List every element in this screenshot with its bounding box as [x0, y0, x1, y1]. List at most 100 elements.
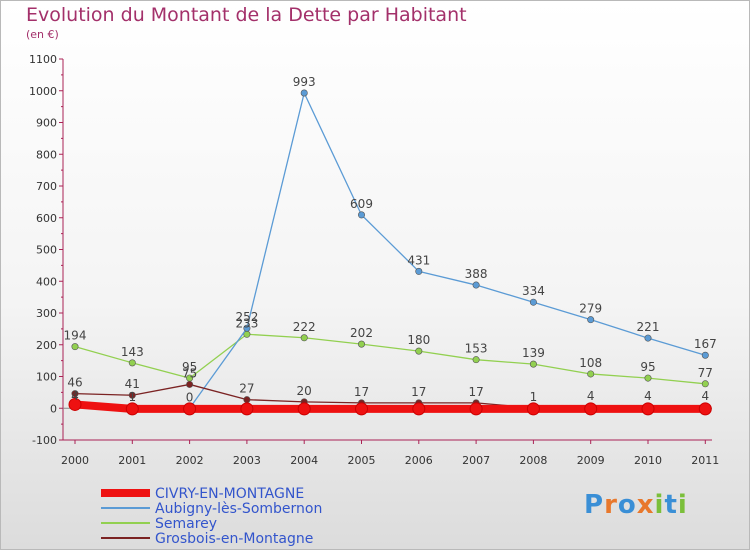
data-label: 77 [698, 366, 713, 380]
y-tick-label: 1100 [29, 53, 57, 66]
data-label: 252 [235, 310, 258, 324]
x-tick-label: 2007 [462, 454, 490, 467]
data-point-1 [587, 316, 595, 324]
data-point-2 [529, 360, 537, 368]
data-label: 143 [121, 345, 144, 359]
data-point-0 [183, 402, 197, 416]
y-tick-label: 1000 [29, 85, 57, 98]
data-point-1 [701, 351, 709, 359]
data-label: 41 [125, 377, 140, 391]
data-point-1 [472, 281, 480, 289]
data-label: 20 [297, 384, 312, 398]
y-tick-label: 600 [36, 212, 57, 225]
x-tick-label: 2003 [233, 454, 261, 467]
x-tick-label: 2002 [176, 454, 204, 467]
logo-letter: i [654, 490, 665, 520]
data-point-2 [71, 343, 79, 351]
x-tick-label: 2011 [691, 454, 719, 467]
data-point-2 [587, 370, 595, 378]
data-point-3 [71, 390, 79, 398]
logo-letter: x [636, 490, 655, 520]
data-label: 27 [239, 382, 254, 396]
y-tick-label: 200 [36, 339, 57, 352]
legend-label: Aubigny-lès-Sombernon [155, 501, 322, 517]
data-point-2 [357, 340, 365, 348]
chart-title: Evolution du Montant de la Dette par Hab… [26, 4, 467, 26]
data-label: 17 [411, 385, 426, 399]
y-tick-label: 700 [36, 180, 57, 193]
proxiti-logo: Proxiti [584, 490, 688, 520]
x-tick-label: 2008 [519, 454, 547, 467]
data-point-0 [698, 402, 712, 416]
data-label: 1 [128, 390, 136, 404]
data-label: 46 [67, 376, 82, 390]
data-label: 222 [293, 320, 316, 334]
data-label: 95 [640, 360, 655, 374]
data-point-2 [701, 380, 709, 388]
data-label: 993 [293, 75, 316, 89]
data-point-3 [128, 391, 136, 399]
data-label: 1 [530, 390, 538, 404]
x-tick-label: 2005 [348, 454, 376, 467]
y-tick-label: 300 [36, 307, 57, 320]
data-point-2 [644, 374, 652, 382]
data-point-0 [355, 402, 368, 416]
data-label: 17 [354, 385, 369, 399]
series-line-1 [74, 92, 706, 409]
legend-label: CIVRY-EN-MONTAGNE [155, 486, 304, 502]
data-point-0 [641, 402, 655, 416]
data-label: 75 [182, 366, 197, 380]
data-point-0 [68, 397, 82, 411]
data-label: 4 [587, 389, 595, 403]
logo-letter: P [584, 490, 605, 520]
data-point-0 [526, 402, 540, 416]
data-point-0 [240, 402, 254, 416]
series-line-3 [74, 383, 706, 409]
data-point-3 [243, 396, 251, 404]
data-label: 431 [407, 253, 430, 267]
data-point-2 [300, 334, 308, 342]
data-label: 180 [407, 333, 430, 347]
y-tick-label: 800 [36, 148, 57, 161]
data-point-2 [472, 356, 480, 364]
y-tick-label: 0 [50, 402, 57, 415]
data-point-0 [297, 402, 311, 416]
data-point-1 [529, 298, 537, 306]
y-tick-label: 100 [36, 371, 57, 384]
data-point-1 [357, 211, 365, 219]
data-point-2 [128, 359, 136, 367]
chart-unit: (en €) [26, 28, 59, 41]
data-point-0 [469, 402, 483, 416]
legend-label: Semarey [155, 516, 217, 532]
logo-letter: i [677, 490, 688, 520]
data-label: 202 [350, 326, 373, 340]
data-label: 4 [701, 389, 709, 403]
data-label: 17 [468, 385, 483, 399]
x-tick-label: 2001 [118, 454, 146, 467]
data-point-1 [644, 334, 652, 342]
data-point-0 [412, 402, 426, 416]
data-label: 4 [644, 389, 652, 403]
data-label: 194 [64, 329, 87, 343]
x-tick-label: 2010 [634, 454, 662, 467]
data-label: 609 [350, 197, 373, 211]
series-line-0 [71, 400, 710, 413]
y-tick-label: 900 [36, 117, 57, 130]
data-label: 334 [522, 284, 545, 298]
y-tick-label: 500 [36, 244, 57, 257]
data-label: 0 [186, 390, 194, 404]
x-tick-label: 2009 [577, 454, 605, 467]
logo-letter: t [664, 490, 678, 520]
data-label: 153 [465, 342, 488, 356]
x-tick-label: 2004 [290, 454, 318, 467]
data-point-1 [300, 89, 308, 97]
data-label: 95 [182, 360, 197, 374]
logo-letter: r [604, 490, 618, 520]
x-tick-label: 2000 [61, 454, 89, 467]
logo-letter: o [617, 490, 637, 520]
data-point-0 [584, 402, 598, 416]
data-point-3 [186, 380, 194, 388]
series-line-2 [74, 333, 706, 385]
data-label: 167 [694, 337, 717, 351]
